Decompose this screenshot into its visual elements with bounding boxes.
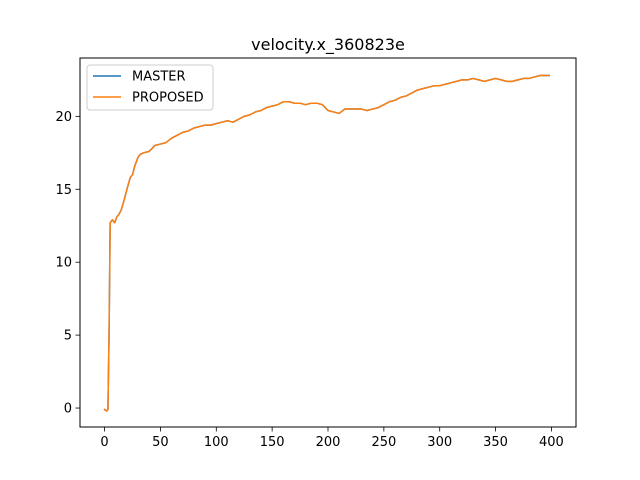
x-tick-label: 300: [427, 435, 452, 450]
series-layer: [103, 74, 550, 412]
x-tick-label: 100: [204, 435, 229, 450]
x-tick-label: 250: [371, 435, 396, 450]
y-tick-label: 5: [64, 329, 72, 344]
x-tick-label: 200: [316, 435, 341, 450]
y-tick-label: 15: [55, 183, 72, 198]
x-tick-label: 150: [260, 435, 285, 450]
x-tick-label: 350: [483, 435, 508, 450]
legend-label-proposed: PROPOSED: [132, 91, 204, 106]
x-axis: 0 50 100 150 200 250 300 350 400: [100, 427, 564, 450]
legend-label-master: MASTER: [132, 70, 186, 85]
legend: MASTER PROPOSED: [86, 64, 214, 111]
x-tick-label: 400: [539, 435, 564, 450]
chart-title: velocity.x_360823e: [251, 35, 405, 55]
series-line-proposed: [103, 74, 550, 412]
y-tick-label: 20: [55, 110, 72, 125]
y-tick-label: 0: [64, 402, 72, 417]
x-tick-label: 50: [152, 435, 169, 450]
y-axis: 0 5 10 15 20: [55, 110, 80, 417]
x-tick-label: 0: [100, 435, 108, 450]
y-tick-label: 10: [55, 256, 72, 271]
